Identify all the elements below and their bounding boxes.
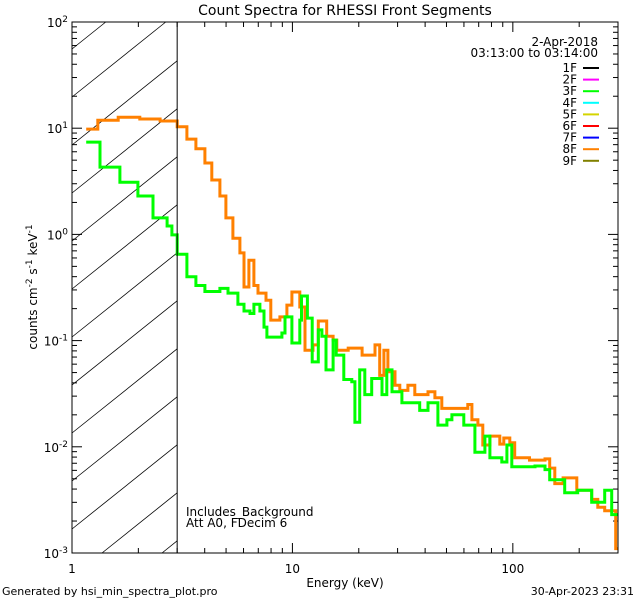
time-range-label: 03:13:00 to 03:14:00 [471, 46, 598, 60]
hatch-line [71, 60, 178, 146]
legend-label-5F: 5F [562, 107, 577, 121]
series-3F [86, 140, 618, 517]
y-tick-label: 10-3 [44, 546, 68, 561]
plot-frame [71, 21, 619, 554]
generated-by-footer: Generated by hsi_min_spectra_plot.pro [2, 585, 218, 598]
y-axis-label-part: s [26, 268, 40, 278]
hatch-line [71, 21, 166, 98]
hatch-line [71, 300, 178, 386]
series-8F [86, 115, 618, 551]
annotation-background: Includes_Background [186, 505, 314, 519]
y-axis-label: counts cm-2 s-1 keV-1 [25, 224, 40, 349]
legend-label-1F: 1F [562, 61, 577, 75]
hatch-line [71, 444, 178, 530]
legend-label-6F: 6F [562, 119, 577, 133]
y-axis-label-part: -1 [25, 259, 35, 268]
legend-label-7F: 7F [562, 131, 577, 145]
hatched-region [71, 21, 178, 554]
date-label: 2-Apr-2018 [531, 35, 598, 49]
y-tick-label: 102 [47, 15, 68, 30]
x-tick-label: 10 [285, 562, 300, 576]
legend-label-2F: 2F [562, 73, 577, 87]
x-axis-label: Energy (keV) [306, 576, 383, 590]
legend-label-9F: 9F [562, 154, 577, 168]
axis-ticks: 1 10 100 10-3 10-2 10-1 100 101 102 [44, 15, 619, 576]
y-axis-label-part: -1 [25, 224, 35, 233]
data-series [86, 115, 618, 551]
legend-label-4F: 4F [562, 96, 577, 110]
y-axis-label-part: keV [26, 233, 40, 260]
hatch-line [101, 492, 178, 554]
hatch-line [71, 348, 178, 434]
y-axis-label-part: counts cm [26, 287, 40, 349]
hatch-line [71, 252, 178, 338]
annotation-attenuator: Att A0, FDecim 6 [186, 516, 287, 530]
hatch-line [71, 108, 178, 194]
y-axis-label-part: -2 [25, 278, 35, 287]
hatch-line [71, 21, 106, 50]
hatch-line [161, 540, 178, 554]
legend-label-8F: 8F [562, 142, 577, 156]
x-tick-label: 100 [501, 562, 524, 576]
y-tick-label: 10-1 [44, 334, 68, 349]
hatch-line [71, 156, 178, 242]
timestamp-footer: 30-Apr-2023 23:31 [531, 585, 634, 598]
y-tick-label: 10-2 [44, 440, 68, 455]
chart-title: Count Spectra for RHESSI Front Segments [198, 3, 492, 19]
y-tick-label: 101 [47, 121, 68, 136]
hatch-line [71, 396, 178, 482]
legend-label-3F: 3F [562, 84, 577, 98]
y-tick-label: 100 [47, 227, 68, 242]
x-tick-label: 1 [68, 562, 76, 576]
